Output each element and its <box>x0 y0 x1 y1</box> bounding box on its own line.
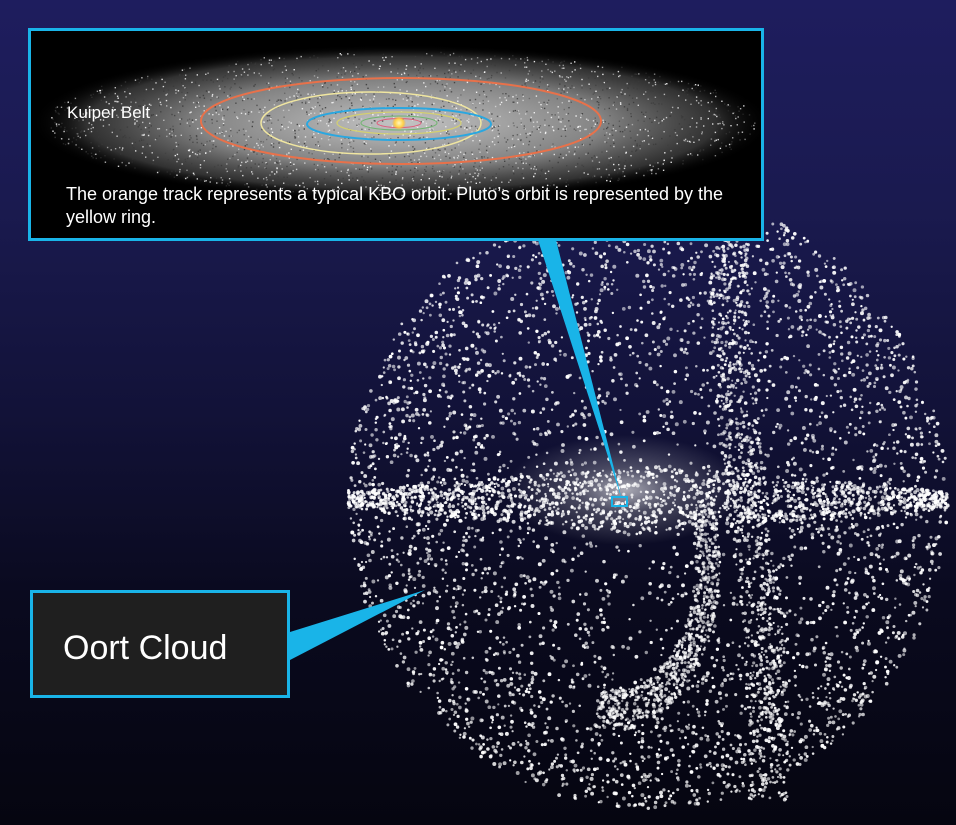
kuiper-disk-speckle <box>50 51 756 197</box>
kbo-orbit-ring <box>200 77 602 165</box>
oort-cloud-label: Oort Cloud <box>63 629 228 667</box>
kuiper-belt-disk <box>31 45 761 201</box>
pluto-orbit-ring <box>260 91 482 155</box>
inner-orbit-ring <box>336 111 462 135</box>
kuiper-belt-caption: The orange track represents a typical KB… <box>66 184 723 227</box>
oort-cloud-callout: Oort Cloud <box>30 590 290 698</box>
kuiper-pointer <box>538 240 622 500</box>
kuiper-belt-marker <box>611 496 628 507</box>
neptune-orbit-ring <box>306 107 492 141</box>
oort-pointer <box>290 590 425 660</box>
sun-icon <box>392 116 406 130</box>
kuiper-belt-label: Kuiper Belt <box>67 103 151 122</box>
inner-cloud-glow <box>505 435 745 545</box>
kuiper-belt-callout: Kuiper Belt The orange track represents … <box>28 28 764 241</box>
